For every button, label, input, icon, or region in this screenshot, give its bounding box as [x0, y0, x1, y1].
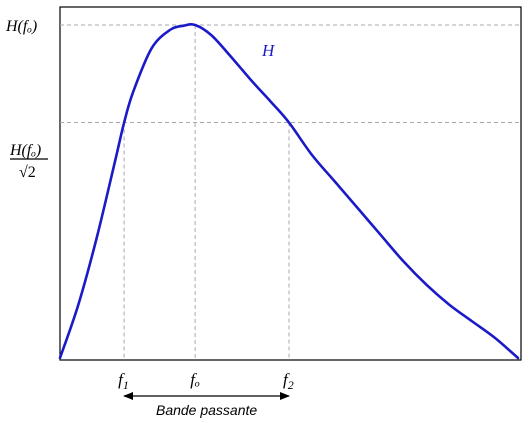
x-tick-label-f0: fₒ [190, 370, 200, 389]
y-tick-label-cutoff-denominator: √2 [19, 164, 36, 181]
plot-frame [59, 6, 522, 361]
x-tick-label-f1-main: f [118, 370, 125, 389]
x-tick-label-f2: f2 [283, 370, 294, 392]
guide-lines [60, 24, 521, 360]
bandwidth-label: Bande passante [156, 402, 257, 418]
curve-H [58, 23, 520, 360]
curve-label-H: H [261, 41, 276, 60]
x-tick-label-f2-main: f [283, 370, 290, 389]
y-tick-label-peak: H(fₒ) [5, 18, 37, 35]
x-tick-label-f2-sub: 2 [288, 378, 294, 392]
x-tick-label-f1-sub: 1 [123, 378, 129, 392]
x-tick-label-f1: f1 [118, 370, 129, 392]
y-tick-label-cutoff-numerator: H(fₒ) [9, 142, 41, 159]
